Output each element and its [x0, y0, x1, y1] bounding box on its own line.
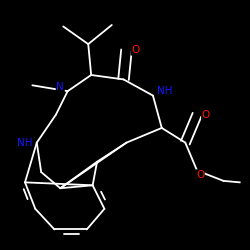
Text: N: N — [56, 82, 64, 92]
Text: NH: NH — [17, 138, 33, 148]
Text: O: O — [202, 110, 210, 120]
Text: O: O — [131, 45, 140, 55]
Text: NH: NH — [157, 86, 172, 96]
Text: O: O — [196, 170, 204, 180]
